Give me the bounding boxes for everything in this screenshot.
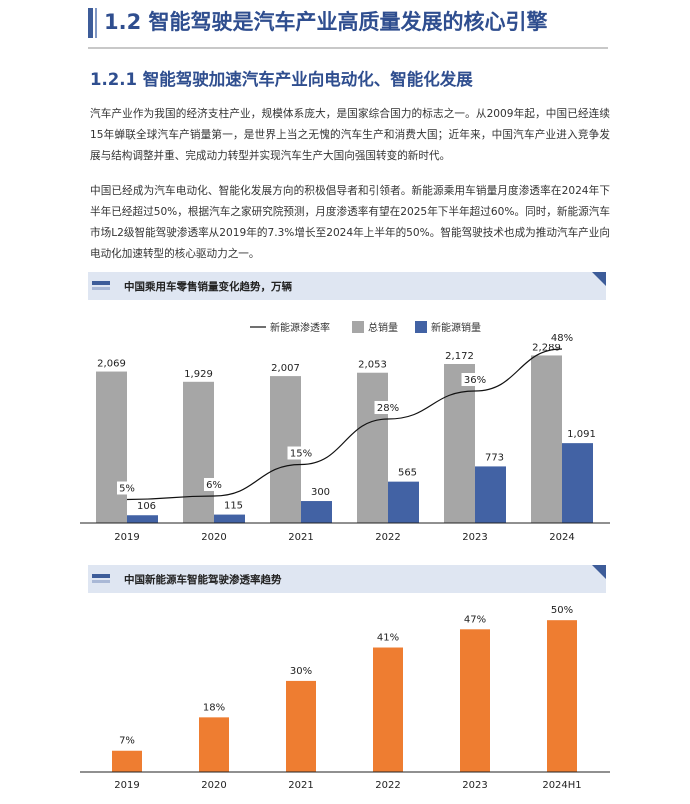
- bar-adas-2023: [460, 629, 490, 772]
- label-nev-2023: 773: [485, 452, 504, 463]
- x-tick-adas-2019: 2019: [114, 780, 139, 791]
- bar-nev-2022: [388, 481, 419, 523]
- label-adas-2021: 30%: [290, 666, 312, 677]
- penetration-label-2022: 28%: [377, 403, 399, 414]
- bar-adas-2024H1: [547, 620, 577, 772]
- label-nev-2021: 300: [311, 487, 330, 498]
- label-total-2024: 2,289: [532, 342, 561, 353]
- bar-nev-2024: [562, 443, 593, 523]
- label-adas-2020: 18%: [203, 702, 225, 713]
- chart2-title: 中国新能源车智能驾驶渗透率趋势: [124, 574, 282, 586]
- penetration-label-bg-2019: [117, 481, 137, 495]
- penetration-label-2019: 5%: [119, 484, 135, 495]
- bar-total-2022: [357, 372, 388, 523]
- title-divider: [88, 47, 608, 49]
- banner-bars-icon: [92, 574, 110, 578]
- bar-nev-2021: [301, 501, 332, 523]
- bar-total-2024: [531, 355, 562, 523]
- section-subtitle: 1.2.1 智能驾驶加速汽车产业向电动化、智能化发展: [90, 70, 473, 89]
- penetration-label-bg-2023: [461, 373, 489, 386]
- page-title: 1.2 智能驾驶是汽车产业高质量发展的核心引擎: [104, 10, 548, 34]
- label-total-2023: 2,172: [445, 351, 474, 362]
- corner-triangle-icon: [592, 565, 606, 579]
- label-nev-2024: 1,091: [567, 429, 596, 440]
- chart1-title: 中国乘用车零售销量变化趋势，万辆: [124, 281, 292, 293]
- penetration-label-2020: 6%: [206, 480, 222, 491]
- bar-nev-2023: [475, 466, 506, 523]
- label-adas-2022: 41%: [377, 633, 399, 644]
- sales-chart: 新能源渗透率 总销量 新能源销量 2,069 106 2019 1,929 115 2020 2,…: [80, 321, 610, 543]
- label-nev-2022: 565: [398, 468, 417, 479]
- penetration-label-bg-2022: [374, 401, 402, 414]
- paragraph-1: 汽车产业作为我国的经济支柱产业，规模体系庞大，是国家综合国力的标志之一。从200…: [90, 108, 610, 162]
- x-tick-2019: 2019: [114, 532, 139, 543]
- x-tick-2022: 2022: [375, 532, 400, 543]
- x-tick-2023: 2023: [462, 532, 487, 543]
- bar-adas-2019: [112, 750, 142, 772]
- penetration-label-bg-2020: [204, 478, 224, 491]
- banner-bars-icon: [92, 281, 110, 285]
- title-accent-bar: [88, 8, 93, 38]
- legend-label-total: 总销量: [368, 321, 398, 334]
- banner-bars-icon-light: [92, 580, 110, 583]
- label-nev-2019: 106: [137, 501, 156, 512]
- x-tick-adas-2023: 2023: [462, 780, 487, 791]
- label-nev-2020: 115: [224, 501, 243, 512]
- label-total-2019: 2,069: [97, 359, 126, 370]
- bar-adas-2021: [286, 680, 316, 772]
- penetration-label-2021: 15%: [290, 449, 312, 460]
- title-accent-bar-light: [95, 8, 97, 38]
- bar-total-2023: [444, 364, 475, 523]
- bar-adas-2022: [373, 647, 403, 772]
- legend-label-nev: 新能源销量: [431, 321, 481, 334]
- x-tick-adas-2024H1: 2024H1: [542, 780, 581, 791]
- label-adas-2024H1: 50%: [551, 605, 573, 616]
- x-tick-adas-2020: 2020: [201, 780, 226, 791]
- chart2-banner: 中国新能源车智能驾驶渗透率趋势: [88, 565, 606, 593]
- x-tick-2024: 2024: [549, 532, 574, 543]
- chart1-banner: 中国乘用车零售销量变化趋势，万辆: [88, 272, 606, 300]
- x-tick-2021: 2021: [288, 532, 313, 543]
- banner-bars-icon-light: [92, 287, 110, 290]
- legend-swatch-total: [352, 321, 364, 333]
- x-tick-adas-2022: 2022: [375, 780, 400, 791]
- x-tick-2020: 2020: [201, 532, 226, 543]
- penetration-label-bg-2021: [287, 446, 315, 460]
- bar-adas-2020: [199, 717, 229, 772]
- label-total-2022: 2,053: [358, 360, 387, 371]
- label-total-2020: 1,929: [184, 369, 213, 380]
- x-tick-adas-2021: 2021: [288, 780, 313, 791]
- label-adas-2023: 47%: [464, 614, 486, 625]
- label-adas-2019: 7%: [119, 736, 135, 747]
- penetration-line: [126, 348, 563, 501]
- adas-penetration-chart: 7% 2019 18% 2020 30% 2021 41% 2022 47% 2023 50% 202…: [80, 605, 610, 791]
- bar-total-2020: [183, 381, 214, 523]
- bar-total-2019: [96, 371, 127, 523]
- bar-nev-2020: [214, 514, 245, 523]
- bar-nev-2019: [127, 515, 158, 523]
- penetration-label-bg-2024: [548, 331, 576, 344]
- penetration-label-2024: 48%: [551, 333, 573, 344]
- paragraph-2: 中国已经成为汽车电动化、智能化发展方向的积极倡导者和引领者。新能源乘用车销量月度…: [90, 185, 610, 260]
- legend-label-penetration: 新能源渗透率: [270, 321, 330, 334]
- penetration-label-2023: 36%: [464, 375, 486, 386]
- corner-triangle-icon: [592, 272, 606, 286]
- label-total-2021: 2,007: [271, 363, 300, 374]
- legend-swatch-nev: [415, 321, 427, 333]
